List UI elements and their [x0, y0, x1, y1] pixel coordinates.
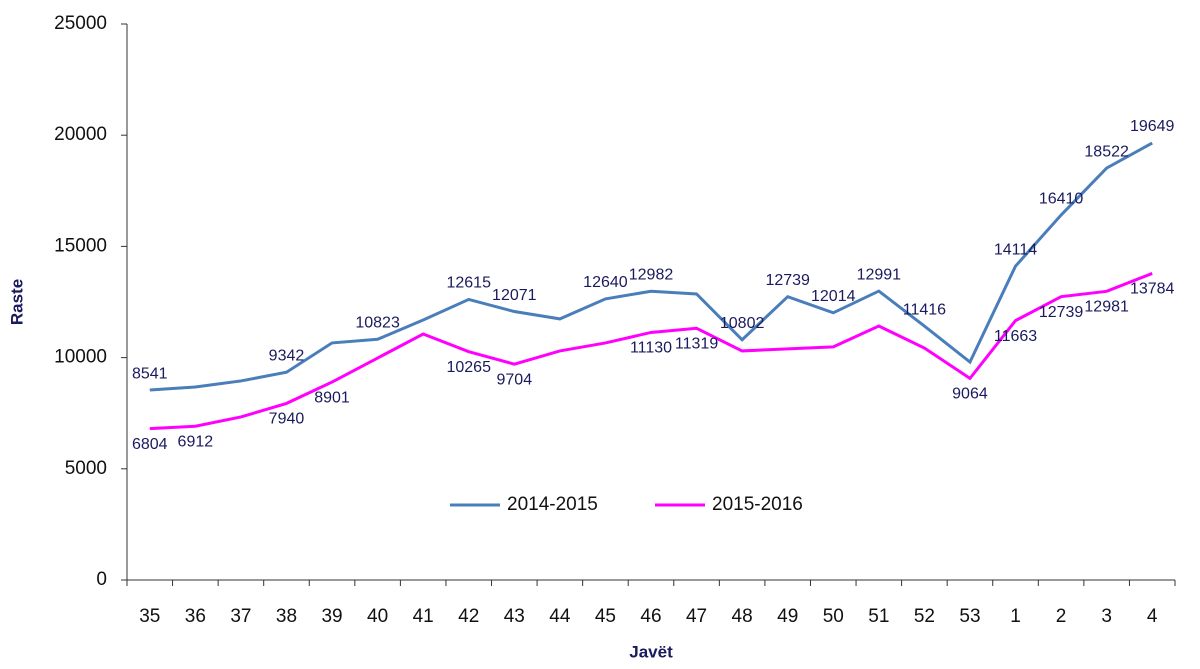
data-label: 9342 [269, 347, 305, 364]
data-label: 12014 [811, 288, 856, 305]
x-axis-label: Javët [629, 642, 673, 661]
data-label: 12739 [1039, 304, 1084, 321]
x-tick-label: 1 [1010, 606, 1021, 627]
x-tick-label: 41 [413, 606, 434, 627]
x-tick-label: 38 [276, 606, 297, 627]
data-label: 8541 [132, 365, 168, 382]
x-tick-label: 2 [1056, 606, 1067, 627]
x-tick-label: 47 [686, 606, 707, 627]
data-label: 8901 [314, 389, 350, 406]
y-tick-label: 10000 [54, 347, 107, 368]
data-label: 10265 [446, 359, 491, 376]
data-label: 18522 [1084, 143, 1129, 160]
data-label: 6804 [132, 436, 168, 453]
data-label: 11319 [675, 335, 718, 352]
line-series [149, 272, 1153, 431]
data-label: 9704 [497, 371, 533, 388]
x-tick-label: 49 [777, 606, 798, 627]
legend-label: 2014-2015 [507, 494, 598, 515]
x-tick-label: 51 [868, 606, 889, 627]
y-tick-label: 0 [96, 569, 107, 590]
x-tick-label: 40 [367, 606, 388, 627]
x-tick-label: 50 [823, 606, 844, 627]
y-tick-label: 15000 [54, 235, 107, 256]
y-tick-label: 5000 [65, 458, 107, 479]
data-label: 14114 [994, 241, 1037, 258]
data-label: 9064 [952, 386, 988, 403]
x-tick-label: 52 [914, 606, 935, 627]
data-label: 12071 [492, 287, 537, 304]
data-label: 12615 [446, 275, 491, 292]
x-tick-label: 48 [732, 606, 753, 627]
x-tick-label: 4 [1147, 606, 1158, 627]
data-label: 7940 [269, 411, 305, 428]
x-tick-label: 45 [595, 606, 616, 627]
data-label: 11416 [903, 301, 946, 318]
data-label: 16410 [1039, 190, 1084, 207]
line-series [149, 141, 1153, 392]
data-label: 11130 [630, 340, 672, 357]
data-label: 12982 [629, 266, 674, 283]
x-tick-label: 36 [185, 606, 206, 627]
data-label: 12981 [1084, 299, 1129, 316]
y-axis-label: Raste [7, 279, 26, 325]
x-tick-label: 53 [959, 606, 980, 627]
x-tick-label: 35 [139, 606, 160, 627]
x-tick-label: 37 [230, 606, 251, 627]
data-label: 12991 [857, 266, 902, 283]
data-label: 12739 [765, 272, 810, 289]
data-label: 19649 [1130, 118, 1175, 135]
x-tick-label: 46 [640, 606, 661, 627]
data-label: 13784 [1130, 281, 1175, 298]
data-label: 10802 [720, 315, 765, 332]
data-label: 6912 [178, 433, 214, 450]
y-tick-label: 20000 [54, 124, 107, 145]
x-tick-label: 39 [321, 606, 342, 627]
x-tick-label: 42 [458, 606, 479, 627]
y-tick-label: 25000 [54, 13, 107, 34]
data-label: 10823 [355, 315, 400, 332]
x-tick-label: 3 [1101, 606, 1112, 627]
data-label: 12640 [583, 274, 628, 291]
legend-label: 2015-2016 [712, 494, 803, 515]
x-tick-label: 44 [549, 606, 571, 627]
data-label: 11663 [994, 328, 1037, 345]
x-tick-label: 43 [504, 606, 525, 627]
